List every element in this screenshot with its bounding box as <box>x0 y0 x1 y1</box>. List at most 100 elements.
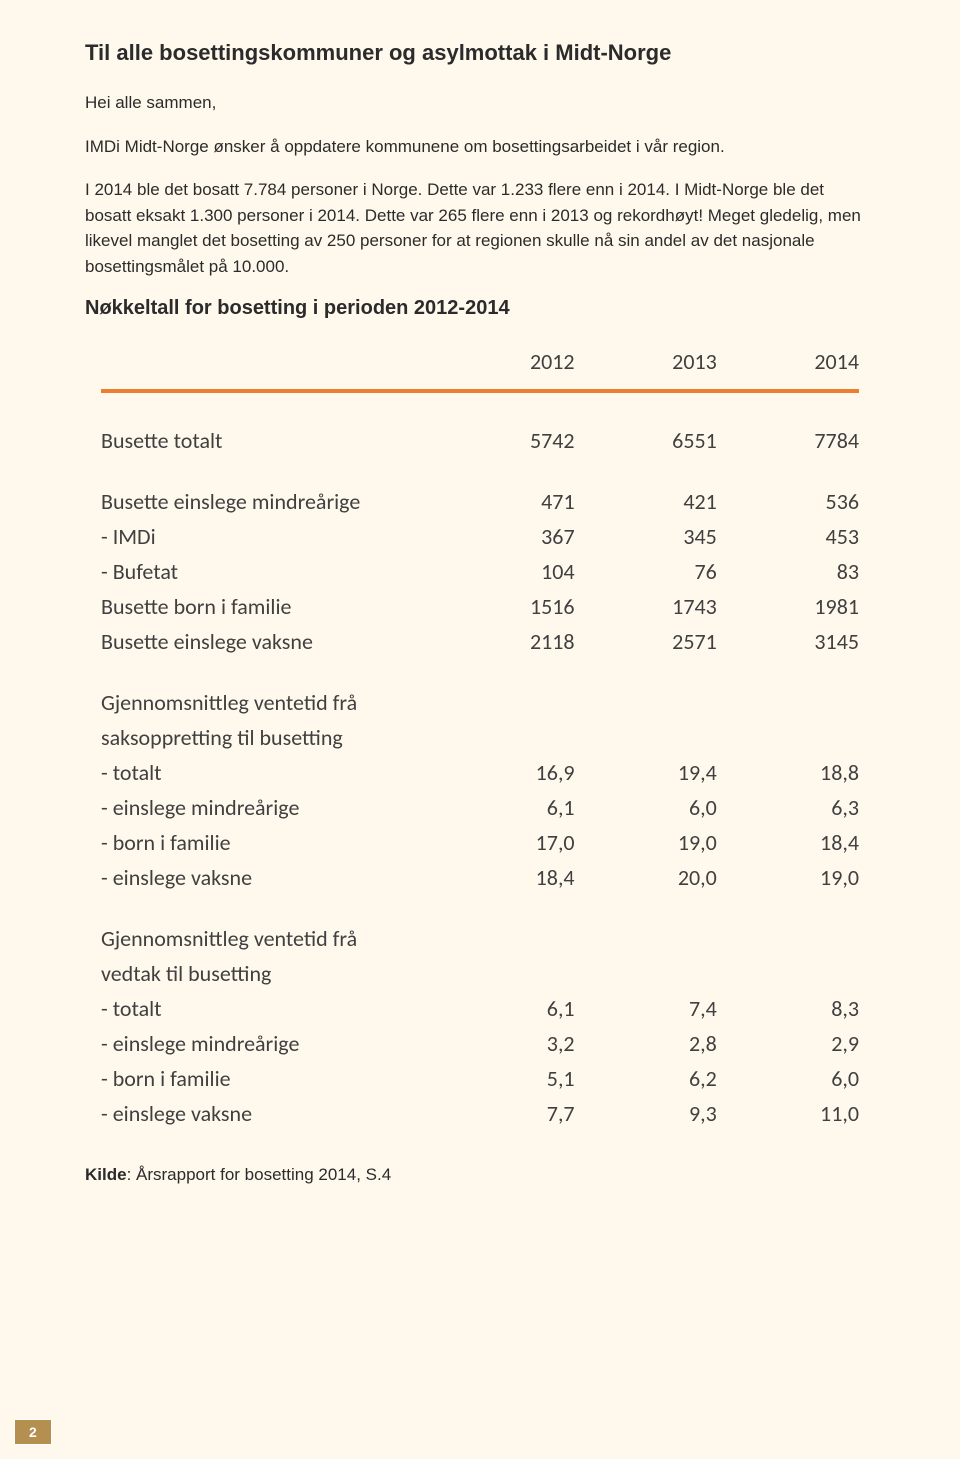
table-row: - totalt6,17,48,3 <box>85 991 875 1026</box>
table-cell-value: 19,4 <box>591 755 733 790</box>
table-cell-value: 2571 <box>591 624 733 659</box>
table-cell-value: 471 <box>448 484 590 519</box>
table-cell-value: 7784 <box>733 423 875 458</box>
table-cell-value: 2118 <box>448 624 590 659</box>
table-cell-label: - einslege mindreårige <box>85 1026 448 1061</box>
table-cell-value: 6551 <box>591 423 733 458</box>
table-cell-label: - IMDi <box>85 519 448 554</box>
table-row: - IMDi367345453 <box>85 519 875 554</box>
table-cell-label: Gjennomsnittleg ventetid frå <box>85 685 448 720</box>
table-spacer-row <box>85 458 875 484</box>
table-cell-label: vedtak til busetting <box>85 956 448 991</box>
table-header-row: 2012 2013 2014 <box>85 340 875 385</box>
table-cell-value: 9,3 <box>591 1096 733 1131</box>
paragraph-1: IMDi Midt-Norge ønsker å oppdatere kommu… <box>85 134 875 160</box>
paragraph-2: I 2014 ble det bosatt 7.784 personer i N… <box>85 177 875 279</box>
page-title: Til alle bosettingskommuner og asylmotta… <box>85 40 875 66</box>
table-cell-value: 18,4 <box>448 860 590 895</box>
table-cell-label: - einslege mindreårige <box>85 790 448 825</box>
table-header-cell: 2014 <box>733 340 875 385</box>
table-cell-value <box>591 921 733 956</box>
section-heading: Nøkkeltall for bosetting i perioden 2012… <box>85 297 875 320</box>
table-cell-value: 11,0 <box>733 1096 875 1131</box>
table-cell-value <box>448 956 590 991</box>
table-cell-value: 5742 <box>448 423 590 458</box>
greeting-text: Hei alle sammen, <box>85 90 875 116</box>
table-cell-value: 20,0 <box>591 860 733 895</box>
table-cell-value: 6,0 <box>591 790 733 825</box>
table-cell-value: 6,0 <box>733 1061 875 1096</box>
table-cell-label: - einslege vaksne <box>85 1096 448 1131</box>
table-spacer-row <box>85 659 875 685</box>
source-line: Kilde: Årsrapport for bosetting 2014, S.… <box>85 1165 875 1185</box>
table-row: - einslege vaksne18,420,019,0 <box>85 860 875 895</box>
table-row: Busette totalt574265517784 <box>85 423 875 458</box>
table-cell-label: Busette einslege vaksne <box>85 624 448 659</box>
table-cell-value <box>591 720 733 755</box>
table-cell-value: 19,0 <box>591 825 733 860</box>
table-cell-value: 7,7 <box>448 1096 590 1131</box>
table-row: Gjennomsnittleg ventetid frå <box>85 685 875 720</box>
source-text: : Årsrapport for bosetting 2014, S.4 <box>127 1165 392 1184</box>
table-header-cell: 2012 <box>448 340 590 385</box>
table-row: - Bufetat1047683 <box>85 554 875 589</box>
table-row: - born i familie5,16,26,0 <box>85 1061 875 1096</box>
table-row: Gjennomsnittleg ventetid frå <box>85 921 875 956</box>
table-cell-value: 16,9 <box>448 755 590 790</box>
page-content: Til alle bosettingskommuner og asylmotta… <box>0 0 960 1185</box>
table-cell-label: - born i familie <box>85 825 448 860</box>
table-cell-value: 3,2 <box>448 1026 590 1061</box>
table-cell-value: 536 <box>733 484 875 519</box>
table-cell-value: 6,1 <box>448 790 590 825</box>
table-cell-value: 345 <box>591 519 733 554</box>
table-cell-value <box>448 685 590 720</box>
table-cell-value: 3145 <box>733 624 875 659</box>
table-cell-value <box>591 685 733 720</box>
table-cell-value: 76 <box>591 554 733 589</box>
table-cell-value <box>733 685 875 720</box>
table-cell-value <box>733 720 875 755</box>
table-row: Busette born i familie151617431981 <box>85 589 875 624</box>
table-cell-value: 104 <box>448 554 590 589</box>
table-cell-value <box>733 921 875 956</box>
table-row: - totalt16,919,418,8 <box>85 755 875 790</box>
table-cell-value: 1516 <box>448 589 590 624</box>
table-cell-value <box>591 956 733 991</box>
table-cell-value: 6,3 <box>733 790 875 825</box>
table-header-divider <box>85 385 875 397</box>
table-cell-value <box>448 921 590 956</box>
table-row: saksoppretting til busetting <box>85 720 875 755</box>
table-cell-label: saksoppretting til busetting <box>85 720 448 755</box>
table-cell-value: 1981 <box>733 589 875 624</box>
table-cell-value: 18,8 <box>733 755 875 790</box>
table-cell-label: Gjennomsnittleg ventetid frå <box>85 921 448 956</box>
table-cell-value <box>733 956 875 991</box>
table-row: Busette einslege mindreårige471421536 <box>85 484 875 519</box>
table-cell-value: 7,4 <box>591 991 733 1026</box>
table-cell-label: - einslege vaksne <box>85 860 448 895</box>
table-cell-value: 453 <box>733 519 875 554</box>
table-cell-value: 6,2 <box>591 1061 733 1096</box>
table-cell-value: 2,8 <box>591 1026 733 1061</box>
table-cell-value: 19,0 <box>733 860 875 895</box>
page-number: 2 <box>14 1419 52 1445</box>
table-cell-value: 1743 <box>591 589 733 624</box>
table-cell-label: Busette born i familie <box>85 589 448 624</box>
table-cell-label: - Bufetat <box>85 554 448 589</box>
table-cell-value: 83 <box>733 554 875 589</box>
table-cell-label: Busette totalt <box>85 423 448 458</box>
table-cell-label: - born i familie <box>85 1061 448 1096</box>
table-spacer-row <box>85 397 875 423</box>
table-cell-value: 367 <box>448 519 590 554</box>
table-cell-value: 2,9 <box>733 1026 875 1061</box>
table-row: - einslege vaksne7,79,311,0 <box>85 1096 875 1131</box>
table-cell-value <box>448 720 590 755</box>
table-cell-label: Busette einslege mindreårige <box>85 484 448 519</box>
table-cell-value: 5,1 <box>448 1061 590 1096</box>
key-figures-table: 2012 2013 2014 Busette totalt57426551778… <box>85 340 875 1131</box>
table-row: Busette einslege vaksne211825713145 <box>85 624 875 659</box>
table-cell-value: 8,3 <box>733 991 875 1026</box>
table-header-cell <box>85 340 448 385</box>
table-cell-label: - totalt <box>85 991 448 1026</box>
table-cell-value: 6,1 <box>448 991 590 1026</box>
